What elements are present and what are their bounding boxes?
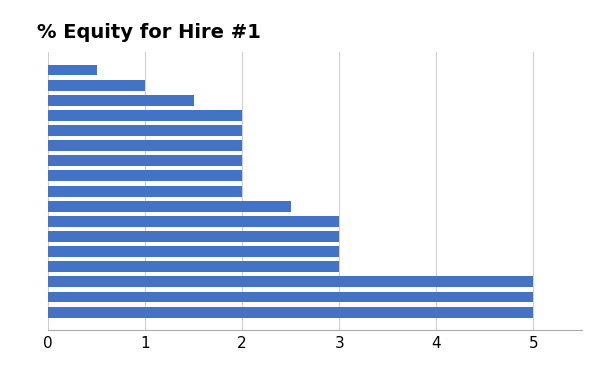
Bar xyxy=(48,231,339,242)
Bar xyxy=(48,216,339,227)
Bar xyxy=(48,276,533,287)
Bar xyxy=(48,292,533,302)
Bar xyxy=(48,307,533,318)
Bar xyxy=(48,201,291,211)
Bar xyxy=(48,246,339,257)
Bar xyxy=(48,261,339,272)
Bar xyxy=(48,171,242,181)
Bar xyxy=(48,155,242,166)
Bar xyxy=(48,95,194,106)
Text: % Equity for Hire #1: % Equity for Hire #1 xyxy=(37,23,261,42)
Bar xyxy=(48,125,242,136)
Bar xyxy=(48,65,97,75)
Bar xyxy=(48,186,242,197)
Bar xyxy=(48,140,242,151)
Bar xyxy=(48,110,242,121)
Bar xyxy=(48,80,145,91)
